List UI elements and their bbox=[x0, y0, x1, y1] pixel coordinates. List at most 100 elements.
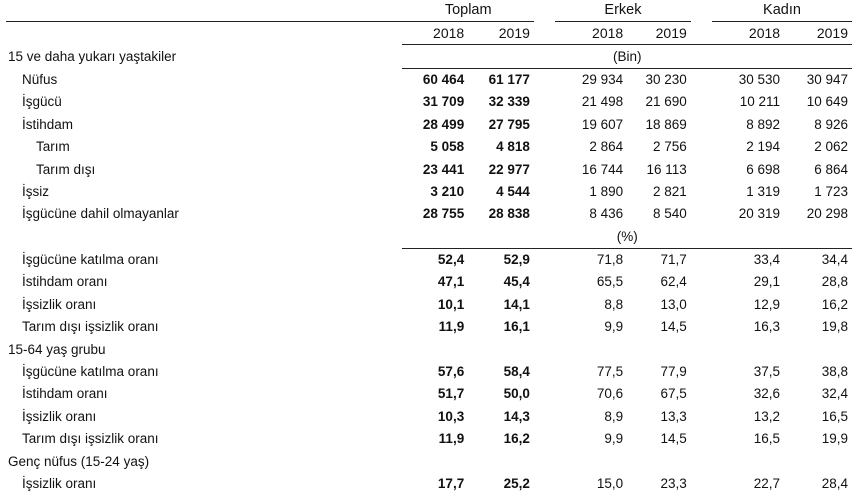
cell-erkek-2019: 77,9 bbox=[660, 364, 687, 380]
cell-erkek-2018: 2 864 bbox=[589, 139, 624, 155]
cell-toplam-2019: 22 977 bbox=[488, 161, 530, 177]
table-row: İşsizlik oranı 17,7 25,2 15,0 23,3 22,7 28,4 bbox=[6, 473, 852, 495]
cell-toplam-2019: 61 177 bbox=[488, 71, 530, 87]
cell-erkek-2018: 71,8 bbox=[596, 252, 624, 268]
table-row: İstihdam oranı 51,7 50,0 70,6 67,5 32,6 32,4 bbox=[6, 383, 852, 405]
cell-toplam-2019: 25,2 bbox=[503, 476, 530, 491]
section-header-row: Genç nüfus (15-24 yaş) bbox=[6, 450, 852, 472]
cell-kadin-2019: 32,4 bbox=[821, 386, 848, 402]
cell-toplam-2018: 17,7 bbox=[437, 476, 465, 491]
labour-force-table: Toplam Erkek Kadın 2018 2019 2018 2019 2… bbox=[6, 0, 852, 495]
cell-toplam-2019: 16,1 bbox=[503, 319, 530, 335]
cell-erkek-2018: 21 498 bbox=[581, 94, 624, 110]
cell-erkek-2019: 13,0 bbox=[660, 296, 687, 312]
cell-erkek-2019: 23,3 bbox=[660, 476, 687, 491]
cell-kadin-2019: 2 062 bbox=[814, 139, 848, 155]
section-header-row: (%) bbox=[6, 225, 852, 249]
cell-erkek-2019: 14,5 bbox=[660, 319, 687, 335]
cell-erkek-2019: 14,5 bbox=[660, 431, 687, 447]
cell-kadin-2018: 30 530 bbox=[738, 71, 781, 87]
cell-toplam-2018: 60 464 bbox=[422, 71, 465, 87]
cell-toplam-2018: 52,4 bbox=[437, 252, 465, 268]
table-row: Nüfus 60 464 61 177 29 934 30 230 30 530 30 94… bbox=[6, 68, 852, 91]
cell-erkek-2019: 16 113 bbox=[646, 161, 687, 177]
cell-erkek-2018: 16 744 bbox=[581, 161, 624, 177]
cell-kadin-2018: 12,9 bbox=[753, 296, 781, 312]
labour-statistics-page: Toplam Erkek Kadın 2018 2019 2018 2019 2… bbox=[6, 0, 852, 491]
unit-label: (%) bbox=[402, 225, 852, 249]
cell-toplam-2018: 28 499 bbox=[422, 116, 465, 132]
cell-toplam-2018: 10,3 bbox=[437, 408, 465, 424]
row-label: İşsiz bbox=[22, 183, 49, 199]
cell-kadin-2018: 29,1 bbox=[753, 274, 781, 290]
cell-erkek-2018: 65,5 bbox=[596, 274, 624, 290]
cell-kadin-2018: 1 319 bbox=[746, 183, 781, 199]
year-header-toplam-2018: 2018 bbox=[402, 21, 469, 46]
cell-toplam-2018: 47,1 bbox=[437, 274, 465, 290]
cell-kadin-2018: 16,5 bbox=[753, 431, 781, 447]
row-label: İstihdam oranı bbox=[22, 274, 108, 290]
row-label: Tarım dışı işsizlik oranı bbox=[22, 319, 159, 335]
cell-kadin-2019: 1 723 bbox=[814, 183, 848, 199]
cell-erkek-2019: 2 821 bbox=[653, 183, 687, 199]
cell-kadin-2019: 20 298 bbox=[806, 206, 848, 222]
row-label: İşsizlik oranı bbox=[22, 296, 97, 312]
cell-kadin-2019: 28,8 bbox=[821, 274, 848, 290]
cell-erkek-2019: 8 540 bbox=[653, 206, 687, 222]
row-label: İşgücüne dahil olmayanlar bbox=[22, 206, 179, 222]
cell-erkek-2019: 30 230 bbox=[645, 71, 687, 87]
table-row: İstihdam oranı 47,1 45,4 65,5 62,4 29,1 28,8 bbox=[6, 271, 852, 293]
cell-erkek-2018: 1 890 bbox=[589, 183, 624, 199]
group-header-toplam: Toplam bbox=[402, 0, 534, 22]
cell-erkek-2019: 67,5 bbox=[660, 386, 687, 402]
cell-toplam-2018: 51,7 bbox=[437, 386, 465, 402]
cell-kadin-2019: 16,5 bbox=[821, 408, 848, 424]
cell-kadin-2018: 13,2 bbox=[753, 408, 781, 424]
cell-toplam-2019: 4 818 bbox=[496, 139, 530, 155]
cell-erkek-2018: 29 934 bbox=[581, 71, 624, 87]
year-header-label-cell bbox=[6, 22, 402, 45]
table-row: İşgücüne dahil olmayanlar 28 755 28 838 8 4… bbox=[6, 203, 852, 225]
cell-kadin-2018: 20 319 bbox=[738, 206, 781, 222]
cell-erkek-2019: 13,3 bbox=[660, 408, 687, 424]
cell-erkek-2018: 9,9 bbox=[604, 319, 624, 335]
cell-kadin-2018: 22,7 bbox=[753, 476, 781, 491]
cell-erkek-2019: 2 756 bbox=[653, 139, 687, 155]
group-header-erkek: Erkek bbox=[555, 0, 691, 22]
row-label: Nüfus bbox=[22, 71, 58, 87]
cell-kadin-2019: 19,9 bbox=[821, 431, 848, 447]
cell-toplam-2018: 10,1 bbox=[437, 296, 465, 312]
row-label: İstihdam bbox=[22, 116, 74, 132]
cell-erkek-2019: 71,7 bbox=[660, 252, 687, 268]
cell-erkek-2018: 70,6 bbox=[596, 386, 624, 402]
cell-kadin-2018: 37,5 bbox=[753, 364, 781, 380]
section-header-row: 15-64 yaş grubu bbox=[6, 338, 852, 360]
cell-kadin-2019: 16,2 bbox=[821, 296, 848, 312]
cell-kadin-2018: 33,4 bbox=[753, 252, 781, 268]
cell-kadin-2019: 10 649 bbox=[806, 94, 848, 110]
row-label: İşsizlik oranı bbox=[22, 408, 97, 424]
cell-erkek-2019: 62,4 bbox=[660, 274, 687, 290]
section-title: 15-64 yaş grubu bbox=[8, 341, 106, 357]
row-label: İşsizlik oranı bbox=[22, 476, 97, 491]
cell-kadin-2019: 19,8 bbox=[821, 319, 848, 335]
cell-kadin-2019: 8 926 bbox=[814, 116, 848, 132]
group-header-row: Toplam Erkek Kadın bbox=[6, 0, 852, 22]
unit-label: (Bin) bbox=[402, 44, 852, 69]
cell-kadin-2018: 16,3 bbox=[753, 319, 781, 335]
cell-toplam-2019: 50,0 bbox=[503, 386, 530, 402]
table-row: İşgücüne katılma oranı 57,6 58,4 77,5 77,9 37… bbox=[6, 361, 852, 383]
table-row: Tarım dışı 23 441 22 977 16 744 16 113 6 698 6… bbox=[6, 158, 852, 180]
header-label-cell bbox=[6, 0, 403, 22]
row-label: Tarım bbox=[36, 139, 70, 155]
cell-erkek-2018: 8,9 bbox=[604, 408, 624, 424]
row-label: İstihdam oranı bbox=[22, 386, 108, 402]
cell-toplam-2019: 16,2 bbox=[503, 431, 530, 447]
cell-toplam-2019: 45,4 bbox=[503, 274, 530, 290]
year-header-kadin-2018: 2018 bbox=[711, 21, 785, 46]
section-title: Genç nüfus (15-24 yaş) bbox=[8, 453, 150, 469]
cell-toplam-2019: 4 544 bbox=[496, 183, 530, 199]
cell-toplam-2018: 31 709 bbox=[422, 94, 465, 110]
cell-toplam-2019: 27 795 bbox=[488, 116, 530, 132]
cell-kadin-2018: 6 698 bbox=[746, 161, 781, 177]
